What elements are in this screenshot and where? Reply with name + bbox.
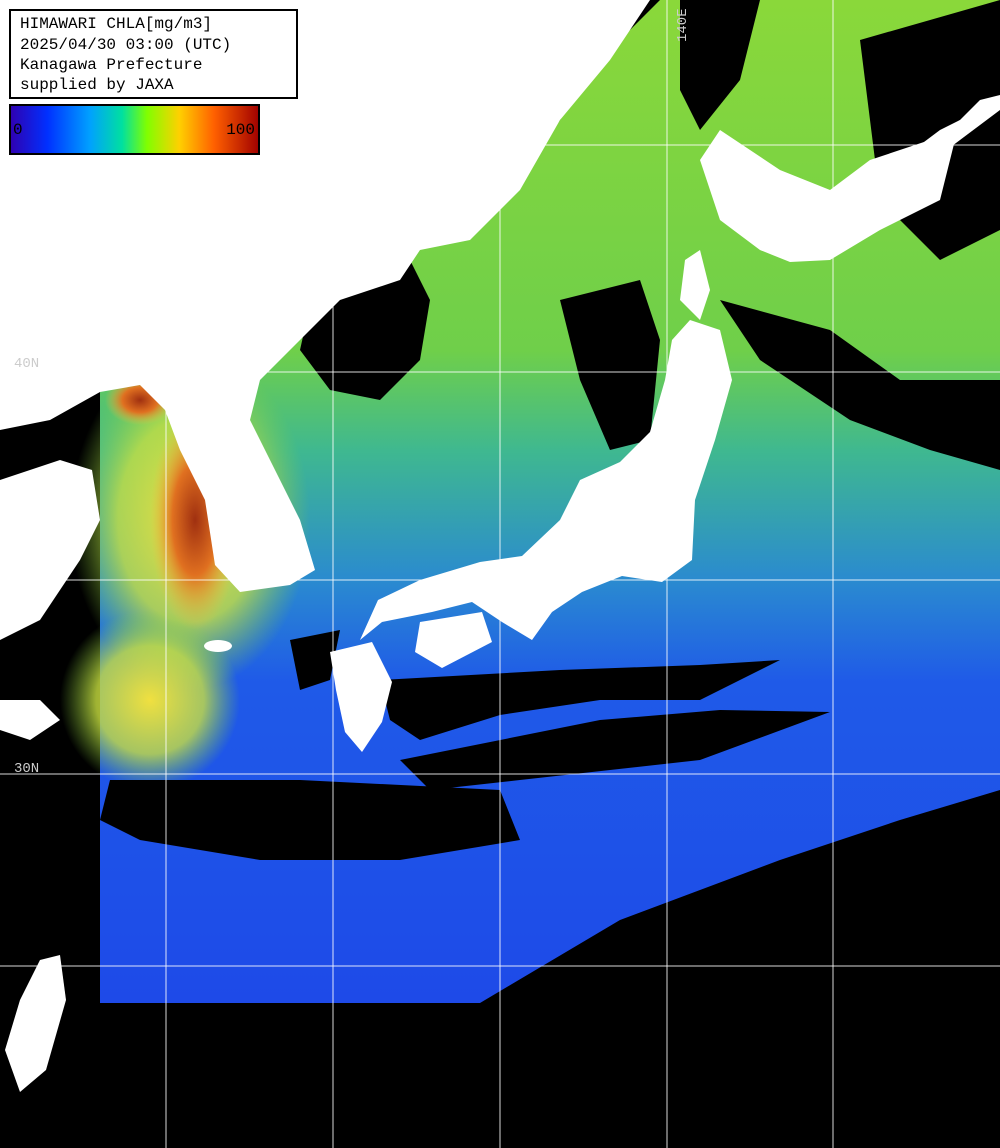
info-box xyxy=(9,9,298,99)
title-line: HIMAWARI CHLA[mg/m3] xyxy=(20,15,212,33)
title-line: 2025/04/30 03:00 (UTC) xyxy=(20,36,231,54)
colorbar xyxy=(9,104,260,155)
lat-label: 30N xyxy=(14,761,39,777)
high-chla-area xyxy=(60,610,240,790)
lat-label: 40N xyxy=(14,356,39,372)
title-line: supplied by JAXA xyxy=(20,76,174,94)
colorbar-max: 100 xyxy=(226,121,255,139)
title-line: Kanagawa Prefecture xyxy=(20,56,202,74)
lon-label: 140E xyxy=(675,8,691,42)
colorbar-min: 0 xyxy=(13,121,23,139)
